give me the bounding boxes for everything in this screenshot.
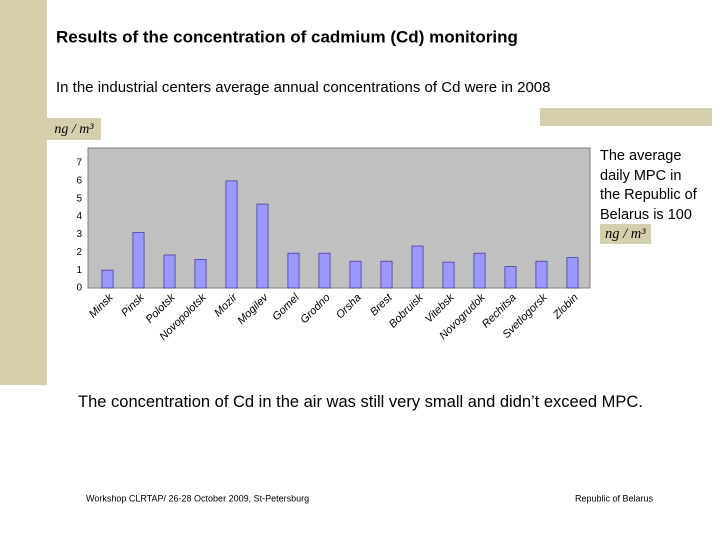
footer-right: Republic of Belarus <box>575 493 654 503</box>
bar <box>380 260 393 289</box>
bar <box>318 252 331 289</box>
side-note-text: The average daily MPC in the Republic of… <box>600 148 697 223</box>
conclusion: The concentration of Cd in the air was s… <box>78 393 643 411</box>
bar <box>132 232 145 289</box>
bar <box>566 257 579 289</box>
y-tick-label: 7 <box>76 158 82 169</box>
bar <box>442 261 455 289</box>
bar <box>349 260 362 289</box>
y-unit: ng / m³ <box>54 122 94 137</box>
y-tick-label: 6 <box>76 175 82 186</box>
bar <box>287 252 300 289</box>
y-tick-label: 0 <box>76 283 82 294</box>
side-note: The average daily MPC in the Republic of… <box>600 147 700 245</box>
footer-left: Workshop CLRTAP/ 26-28 October 2009, St-… <box>86 493 309 503</box>
side-note-unit: ng / m³ <box>600 224 651 244</box>
slide-title: Results of the concentration of cadmium … <box>56 27 518 46</box>
bar <box>101 269 114 289</box>
bar <box>163 254 176 289</box>
unit-box <box>47 118 101 140</box>
y-tick-label: 3 <box>76 229 82 240</box>
y-tick-label: 1 <box>76 265 82 276</box>
side-stripe <box>0 0 47 385</box>
bar <box>194 259 207 289</box>
bar <box>473 252 486 289</box>
bar <box>504 266 517 289</box>
bar <box>411 245 424 289</box>
subtitle: In the industrial centers average annual… <box>56 79 550 96</box>
y-tick-label: 2 <box>76 247 82 258</box>
top-band <box>540 108 712 126</box>
bar <box>535 260 548 289</box>
bar <box>225 180 238 289</box>
bar <box>256 203 269 289</box>
y-tick-label: 4 <box>76 211 82 222</box>
side-note-box: The average daily MPC in the Republic of… <box>600 147 700 245</box>
conclusion-box: The concentration of Cd in the air was s… <box>78 393 643 411</box>
y-tick-label: 5 <box>76 193 82 204</box>
